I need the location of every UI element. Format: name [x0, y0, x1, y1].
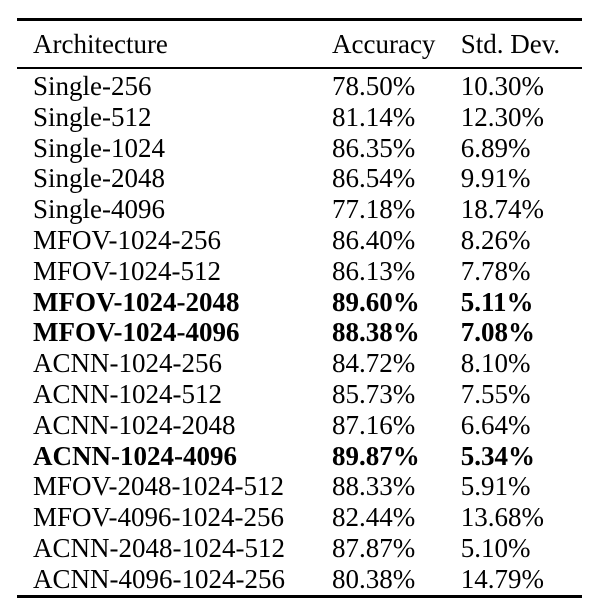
accuracy-cell: 87.87% [332, 532, 416, 563]
std-dev-cell: 7.08% [460, 317, 535, 348]
std-dev-cell: 13.68% [460, 502, 544, 533]
accuracy-cell: 89.87% [332, 440, 420, 471]
table-row: MFOV-2048-1024-512 88.33% 5.91% [17, 471, 582, 502]
architecture-cell: ACNN-1024-4096 [33, 440, 237, 471]
architecture-cell: Single-512 [33, 101, 152, 132]
table-row: MFOV-1024-256 86.40% 8.26% [17, 225, 582, 256]
architecture-cell: Single-2048 [33, 163, 165, 194]
table-header: Architecture Accuracy Std. Dev. [17, 19, 582, 69]
column-header-accuracy: Accuracy [332, 19, 461, 69]
std-dev-cell: 5.34% [460, 440, 535, 471]
table-row: ACNN-1024-2048 87.16% 6.64% [17, 410, 582, 441]
accuracy-cell: 89.60% [332, 286, 420, 317]
std-dev-cell: 7.78% [460, 255, 531, 286]
std-dev-cell: 10.30% [460, 71, 544, 101]
column-header-architecture: Architecture [17, 19, 332, 69]
accuracy-cell: 86.13% [332, 255, 416, 286]
architecture-cell: MFOV-1024-4096 [33, 317, 240, 348]
table-row: Single-2048 86.54% 9.91% [17, 163, 582, 194]
architecture-cell: ACNN-2048-1024-512 [33, 532, 285, 563]
table-row: ACNN-1024-512 85.73% 7.55% [17, 379, 582, 410]
table-row: MFOV-1024-512 86.13% 7.78% [17, 256, 582, 287]
architecture-cell: MFOV-4096-1024-256 [33, 502, 285, 533]
std-dev-cell: 5.10% [460, 532, 531, 563]
accuracy-cell: 84.72% [332, 348, 416, 379]
accuracy-cell: 82.44% [332, 502, 416, 533]
table-row: Single-256 78.50% 10.30% [17, 68, 582, 102]
table-row: Single-512 81.14% 12.30% [17, 102, 582, 133]
std-dev-cell: 14.79% [460, 563, 544, 594]
header-row: Architecture Accuracy Std. Dev. [17, 19, 582, 69]
results-table: Architecture Accuracy Std. Dev. Single-2… [17, 18, 582, 598]
accuracy-cell: 86.54% [332, 163, 416, 194]
accuracy-cell: 88.38% [332, 317, 420, 348]
table-row: ACNN-4096-1024-256 80.38% 14.79% [17, 564, 582, 596]
architecture-cell: ACNN-1024-256 [33, 348, 222, 379]
accuracy-cell: 77.18% [332, 194, 416, 225]
architecture-cell: MFOV-1024-2048 [33, 286, 240, 317]
architecture-cell: ACNN-1024-2048 [33, 409, 236, 440]
architecture-cell: Single-1024 [33, 132, 165, 163]
accuracy-cell: 86.40% [332, 224, 416, 255]
architecture-cell: MFOV-2048-1024-512 [33, 471, 285, 502]
std-dev-cell: 9.91% [460, 163, 531, 194]
accuracy-cell: 87.16% [332, 409, 416, 440]
architecture-cell: ACNN-4096-1024-256 [33, 563, 285, 594]
table-row-highlighted: ACNN-1024-4096 89.87% 5.34% [17, 441, 582, 472]
table-row-highlighted: MFOV-1024-2048 89.60% 5.11% [17, 287, 582, 318]
architecture-cell: MFOV-1024-256 [33, 224, 222, 255]
std-dev-cell: 5.91% [460, 471, 531, 502]
std-dev-cell: 6.64% [460, 409, 531, 440]
std-dev-cell: 18.74% [460, 194, 544, 225]
table-row: ACNN-2048-1024-512 87.87% 5.10% [17, 533, 582, 564]
std-dev-cell: 8.10% [460, 348, 531, 379]
table-row: ACNN-1024-256 84.72% 8.10% [17, 348, 582, 379]
accuracy-cell: 88.33% [332, 471, 416, 502]
std-dev-cell: 5.11% [460, 286, 534, 317]
table-row: Single-1024 86.35% 6.89% [17, 133, 582, 164]
std-dev-cell: 7.55% [460, 378, 531, 409]
table-row-highlighted: MFOV-1024-4096 88.38% 7.08% [17, 317, 582, 348]
table-row: MFOV-4096-1024-256 82.44% 13.68% [17, 502, 582, 533]
architecture-cell: Single-256 [33, 71, 152, 101]
accuracy-cell: 85.73% [332, 378, 416, 409]
accuracy-cell: 80.38% [332, 563, 416, 594]
accuracy-cell: 86.35% [332, 132, 416, 163]
std-dev-cell: 8.26% [460, 224, 531, 255]
std-dev-cell: 12.30% [460, 101, 544, 132]
table-body: Single-256 78.50% 10.30% Single-512 81.1… [17, 68, 582, 596]
accuracy-cell: 81.14% [332, 101, 416, 132]
std-dev-cell: 6.89% [460, 132, 531, 163]
column-header-std-dev: Std. Dev. [460, 19, 582, 69]
architecture-cell: MFOV-1024-512 [33, 255, 222, 286]
accuracy-cell: 78.50% [332, 71, 416, 101]
architecture-cell: Single-4096 [33, 194, 165, 225]
architecture-cell: ACNN-1024-512 [33, 378, 222, 409]
table-row: Single-4096 77.18% 18.74% [17, 194, 582, 225]
